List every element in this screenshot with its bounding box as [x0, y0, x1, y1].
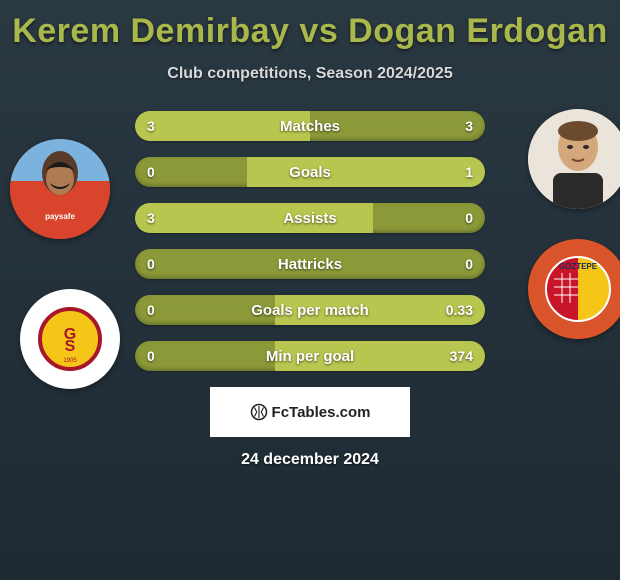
stat-label: Assists: [283, 210, 336, 227]
stat-label: Hattricks: [278, 256, 342, 273]
stat-value-left: 0: [147, 302, 155, 318]
stat-label: Min per goal: [266, 348, 354, 365]
stat-value-right: 0: [465, 210, 473, 226]
right-player-avatar: [528, 109, 620, 209]
left-player-avatar: paysafe: [10, 139, 110, 239]
stat-value-left: 0: [147, 348, 155, 364]
stat-value-right: 374: [450, 348, 473, 364]
svg-text:S: S: [65, 338, 76, 355]
stat-value-right: 0: [465, 256, 473, 272]
club-badge-icon: GÖZTEPE: [528, 239, 620, 339]
stat-value-left: 3: [147, 118, 155, 134]
comparison-panel: paysafe G S 1905 G: [0, 109, 620, 371]
svg-text:1905: 1905: [63, 358, 77, 364]
right-club-badge: GÖZTEPE: [528, 239, 620, 339]
report-date: 24 december 2024: [0, 451, 620, 469]
stat-fill-right: [247, 157, 485, 187]
stat-label: Matches: [280, 118, 340, 135]
club-badge-icon: G S 1905: [20, 289, 120, 389]
brand-text: FcTables.com: [272, 404, 371, 421]
stat-value-left: 0: [147, 256, 155, 272]
stat-value-right: 3: [465, 118, 473, 134]
page-subtitle: Club competitions, Season 2024/2025: [0, 65, 620, 83]
left-club-badge: G S 1905: [20, 289, 120, 389]
stat-row: 0 Min per goal 374: [135, 341, 485, 371]
stat-value-right: 0.33: [446, 302, 473, 318]
stat-row: 0 Hattricks 0: [135, 249, 485, 279]
stat-value-left: 3: [147, 210, 155, 226]
stat-row: 0 Goals 1: [135, 157, 485, 187]
stat-row: 0 Goals per match 0.33: [135, 295, 485, 325]
stat-label: Goals: [289, 164, 331, 181]
player-silhouette-icon: paysafe: [10, 139, 110, 239]
fctables-logo-icon: [250, 403, 268, 421]
player-silhouette-icon: [528, 109, 620, 209]
page-title: Kerem Demirbay vs Dogan Erdogan: [0, 0, 620, 51]
stat-row: 3 Matches 3: [135, 111, 485, 141]
svg-text:paysafe: paysafe: [45, 212, 75, 221]
svg-text:GÖZTEPE: GÖZTEPE: [559, 262, 598, 271]
stat-row: 3 Assists 0: [135, 203, 485, 233]
stat-value-right: 1: [465, 164, 473, 180]
brand-box[interactable]: FcTables.com: [210, 387, 410, 437]
stats-list: 3 Matches 3 0 Goals 1 3 Assists 0 0 Hattricks 0 0 Goa…: [135, 109, 485, 371]
stat-fill-left: [135, 203, 373, 233]
stat-label: Goals per match: [251, 302, 369, 319]
stat-value-left: 0: [147, 164, 155, 180]
